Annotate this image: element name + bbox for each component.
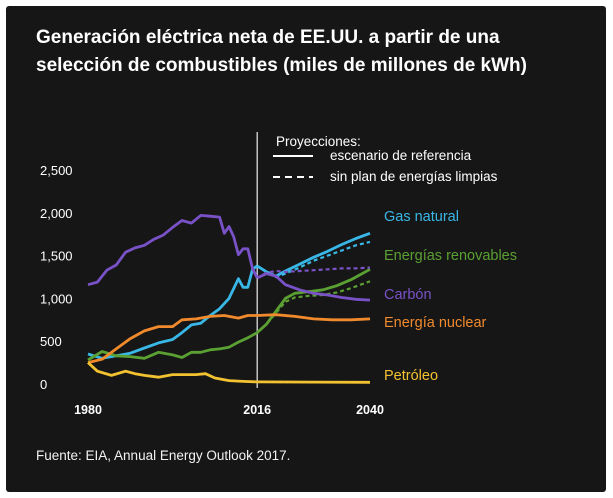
series-line-historical [87, 314, 258, 364]
legend-label: sin plan de energías limpias [330, 169, 498, 184]
y-tick-label: 2,500 [40, 163, 73, 178]
y-tick-label: 0 [40, 377, 47, 392]
series-line-reference [256, 268, 371, 334]
series-line-historical [87, 331, 258, 362]
x-tick-label: 1980 [74, 403, 102, 417]
series-line-no-cpp [256, 280, 371, 334]
y-tick-label: 1,500 [40, 249, 73, 264]
series-label: Carbón [384, 287, 432, 303]
x-tick-label: 2016 [243, 403, 271, 417]
series-line-historical [87, 264, 259, 360]
series-line-reference [256, 272, 371, 302]
chart-panel [6, 6, 606, 492]
series-line-no-cpp [256, 266, 371, 279]
series-line-historical [87, 214, 259, 287]
series-line-no-cpp [256, 240, 371, 279]
source-note: Fuente: EIA, Annual Energy Outlook 2017. [36, 448, 291, 463]
legend-heading: Proyecciones: [276, 134, 361, 149]
series-label: Energías renovables [384, 248, 517, 264]
y-tick-label: 500 [40, 334, 62, 349]
series-line-reference [257, 313, 371, 322]
y-tick-label: 1,000 [40, 291, 73, 306]
x-tick-label: 2040 [356, 403, 384, 417]
y-tick-label: 2,000 [40, 206, 73, 221]
legend-label: escenario de referencia [330, 148, 472, 163]
series-label: Energía nuclear [384, 315, 487, 331]
chart-title: Generación eléctrica neta de EE.UU. a pa… [36, 27, 527, 76]
series-line-historical [87, 361, 258, 384]
series-label: Gas natural [384, 209, 459, 225]
series-label: Petróleo [384, 368, 438, 384]
